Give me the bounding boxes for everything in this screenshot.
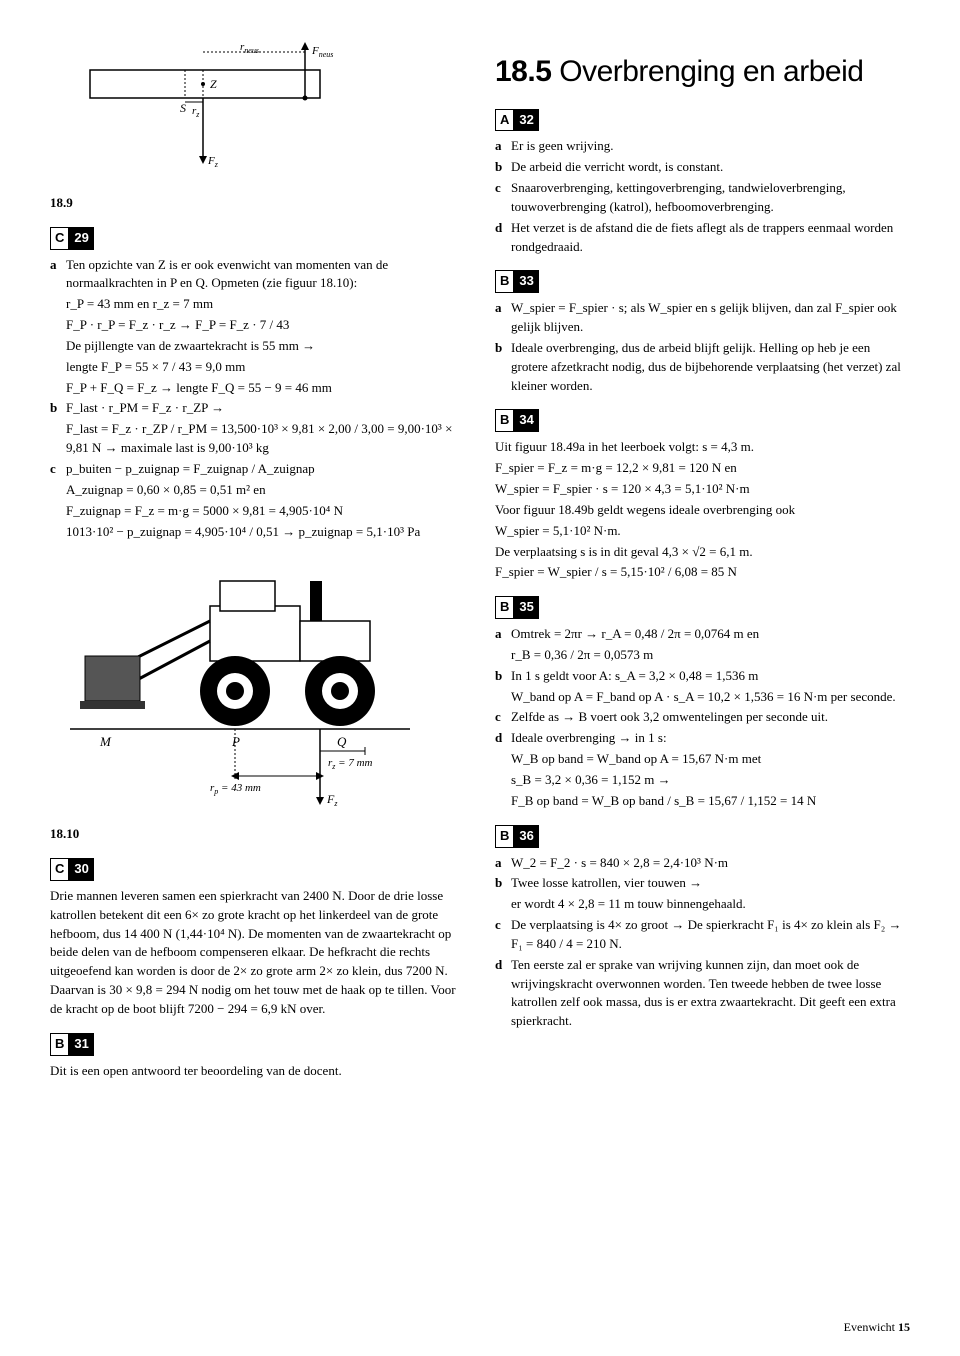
figure-18-9: Z S rneus Fneus rz Fz <box>80 40 465 186</box>
badge-b33-num: 33 <box>514 270 538 293</box>
footer-page: 15 <box>898 1320 910 1334</box>
badge-c29-letter: C <box>50 227 69 250</box>
b35-d3: s_B = 3,2 × 0,36 = 1,152 m → <box>511 771 910 790</box>
b34-l7: F_spier = W_spier / s = 5,15·10² / 6,08 … <box>495 563 910 582</box>
b34-l2: F_spier = F_z = m·g = 12,2 × 9,81 = 120 … <box>495 459 910 478</box>
badge-b33: B 33 <box>495 270 910 293</box>
c29-b: bF_last · r_PM = F_z · r_ZP → <box>50 399 465 418</box>
svg-text:Fz: Fz <box>207 155 219 169</box>
svg-text:M: M <box>99 734 112 749</box>
b35-d: dIdeale overbrenging → in 1 s: <box>495 729 910 748</box>
svg-text:Fneus: Fneus <box>311 45 333 59</box>
badge-b31-num: 31 <box>69 1033 93 1056</box>
badge-c29: C 29 <box>50 227 465 250</box>
badge-b33-letter: B <box>495 270 514 293</box>
svg-text:rz = 7 mm: rz = 7 mm <box>328 757 373 771</box>
b35-c: cZelfde as → B voert ook 3,2 omwenteling… <box>495 708 910 727</box>
badge-c30: C 30 <box>50 858 465 881</box>
page-footer: Evenwicht 15 <box>844 1319 910 1336</box>
badge-b34-num: 34 <box>514 409 538 432</box>
a32-d: dHet verzet is de afstand die de fiets a… <box>495 219 910 257</box>
b33-b: bIdeale overbrenging, dus de arbeid blij… <box>495 339 910 396</box>
c29-a-l5: lengte F_P = 55 × 7 / 43 = 9,0 mm <box>66 358 465 377</box>
page-columns: Z S rneus Fneus rz Fz 18.9 C <box>50 40 910 1082</box>
c29-c: cp_buiten − p_zuignap = F_zuignap / A_zu… <box>50 460 465 479</box>
c29-c-l2: A_zuignap = 0,60 × 0,85 = 0,51 m² en <box>66 481 465 500</box>
c29-c-l3: F_zuignap = F_z = m·g = 5000 × 9,81 = 4,… <box>66 502 465 521</box>
c29-a: aTen opzichte van Z is er ook evenwicht … <box>50 256 465 294</box>
c29-a-l2: r_P = 43 mm en r_z = 7 mm <box>66 295 465 314</box>
badge-b35: B 35 <box>495 596 910 619</box>
badge-a32-num: 32 <box>514 109 538 132</box>
a32-b: bDe arbeid die verricht wordt, is consta… <box>495 158 910 177</box>
b35-d4: F_B op band = W_B op band / s_B = 15,67 … <box>511 792 910 811</box>
svg-text:Q: Q <box>337 734 347 749</box>
b36-c: cDe verplaatsing is 4× zo groot → De spi… <box>495 916 910 954</box>
c29-a-l6: F_P + F_Q = F_z → lengte F_Q = 55 − 9 = … <box>66 379 465 398</box>
b35-a: aOmtrek = 2πr → r_A = 0,48 / 2π = 0,0764… <box>495 625 910 644</box>
badge-a32: A 32 <box>495 109 910 132</box>
c29-c-l4: 1013·10² − p_zuignap = 4,905·10⁴ / 0,51 … <box>66 523 465 542</box>
svg-text:rneus: rneus <box>240 41 259 55</box>
c29-a-l4: De pijllengte van de zwaartekracht is 55… <box>66 337 465 356</box>
badge-b35-letter: B <box>495 596 514 619</box>
badge-b35-num: 35 <box>514 596 538 619</box>
badge-a32-letter: A <box>495 109 514 132</box>
svg-text:S: S <box>180 101 186 115</box>
section-title: 18.5 Overbrenging en arbeid <box>495 50 910 94</box>
b35-b2: W_band op A = F_band op A · s_A = 10,2 ×… <box>511 688 910 707</box>
badge-b36-letter: B <box>495 825 514 848</box>
footer-label: Evenwicht <box>844 1320 895 1334</box>
badge-b36-num: 36 <box>514 825 538 848</box>
b34-l4: Voor figuur 18.49b geldt wegens ideale o… <box>495 501 910 520</box>
b36-b2: er wordt 4 × 2,8 = 11 m touw binnengehaa… <box>511 895 910 914</box>
fig-18-9-caption: 18.9 <box>50 194 465 213</box>
badge-c30-num: 30 <box>69 858 93 881</box>
b34-l5: W_spier = 5,1·10² N·m. <box>495 522 910 541</box>
b34-l6: De verplaatsing s is in dit geval 4,3 × … <box>495 543 910 562</box>
badge-b31: B 31 <box>50 1033 465 1056</box>
b35-b: bIn 1 s geldt voor A: s_A = 3,2 × 0,48 =… <box>495 667 910 686</box>
badge-c29-num: 29 <box>69 227 93 250</box>
b31-text: Dit is een open antwoord ter beoordeling… <box>50 1062 465 1081</box>
b34-l1: Uit figuur 18.49a in het leerboek volgt:… <box>495 438 910 457</box>
b35-d2: W_B op band = W_band op A = 15,67 N·m me… <box>511 750 910 769</box>
badge-c30-letter: C <box>50 858 69 881</box>
b36-d: dTen eerste zal er sprake van wrijving k… <box>495 956 910 1031</box>
badge-b36: B 36 <box>495 825 910 848</box>
b35-a2: r_B = 0,36 / 2π = 0,0573 m <box>511 646 910 665</box>
c29-b-l2: F_last = F_z · r_ZP / r_PM = 13,500·10³ … <box>66 420 465 458</box>
b36-a: aW_2 = F_2 · s = 840 × 2,8 = 2,4·10³ N·m <box>495 854 910 873</box>
b33-a: aW_spier = F_spier · s; als W_spier en s… <box>495 299 910 337</box>
b34-l3: W_spier = F_spier · s = 120 × 4,3 = 5,1·… <box>495 480 910 499</box>
c30-text: Drie mannen leveren samen een spierkrach… <box>50 887 465 1019</box>
a32-a: aEr is geen wrijving. <box>495 137 910 156</box>
c29-a-l3: F_P · r_P = F_z · r_z → F_P = F_z · 7 / … <box>66 316 465 335</box>
right-column: 18.5 Overbrenging en arbeid A 32 aEr is … <box>495 40 910 1082</box>
badge-b31-letter: B <box>50 1033 69 1056</box>
fig-18-10-caption: 18.10 <box>50 825 465 844</box>
left-column: Z S rneus Fneus rz Fz 18.9 C <box>50 40 465 1082</box>
svg-text:rz: rz <box>192 105 200 119</box>
badge-b34-letter: B <box>495 409 514 432</box>
a32-c: cSnaaroverbrenging, kettingoverbrenging,… <box>495 179 910 217</box>
svg-text:rp = 43 mm: rp = 43 mm <box>210 782 261 796</box>
svg-text:Fz: Fz <box>326 792 338 808</box>
figure-18-10: M P Q rz = 7 mm rp = 43 mm Fz <box>60 551 465 817</box>
b36-b: bTwee losse katrollen, vier touwen → <box>495 874 910 893</box>
svg-text:Z: Z <box>210 77 217 91</box>
badge-b34: B 34 <box>495 409 910 432</box>
